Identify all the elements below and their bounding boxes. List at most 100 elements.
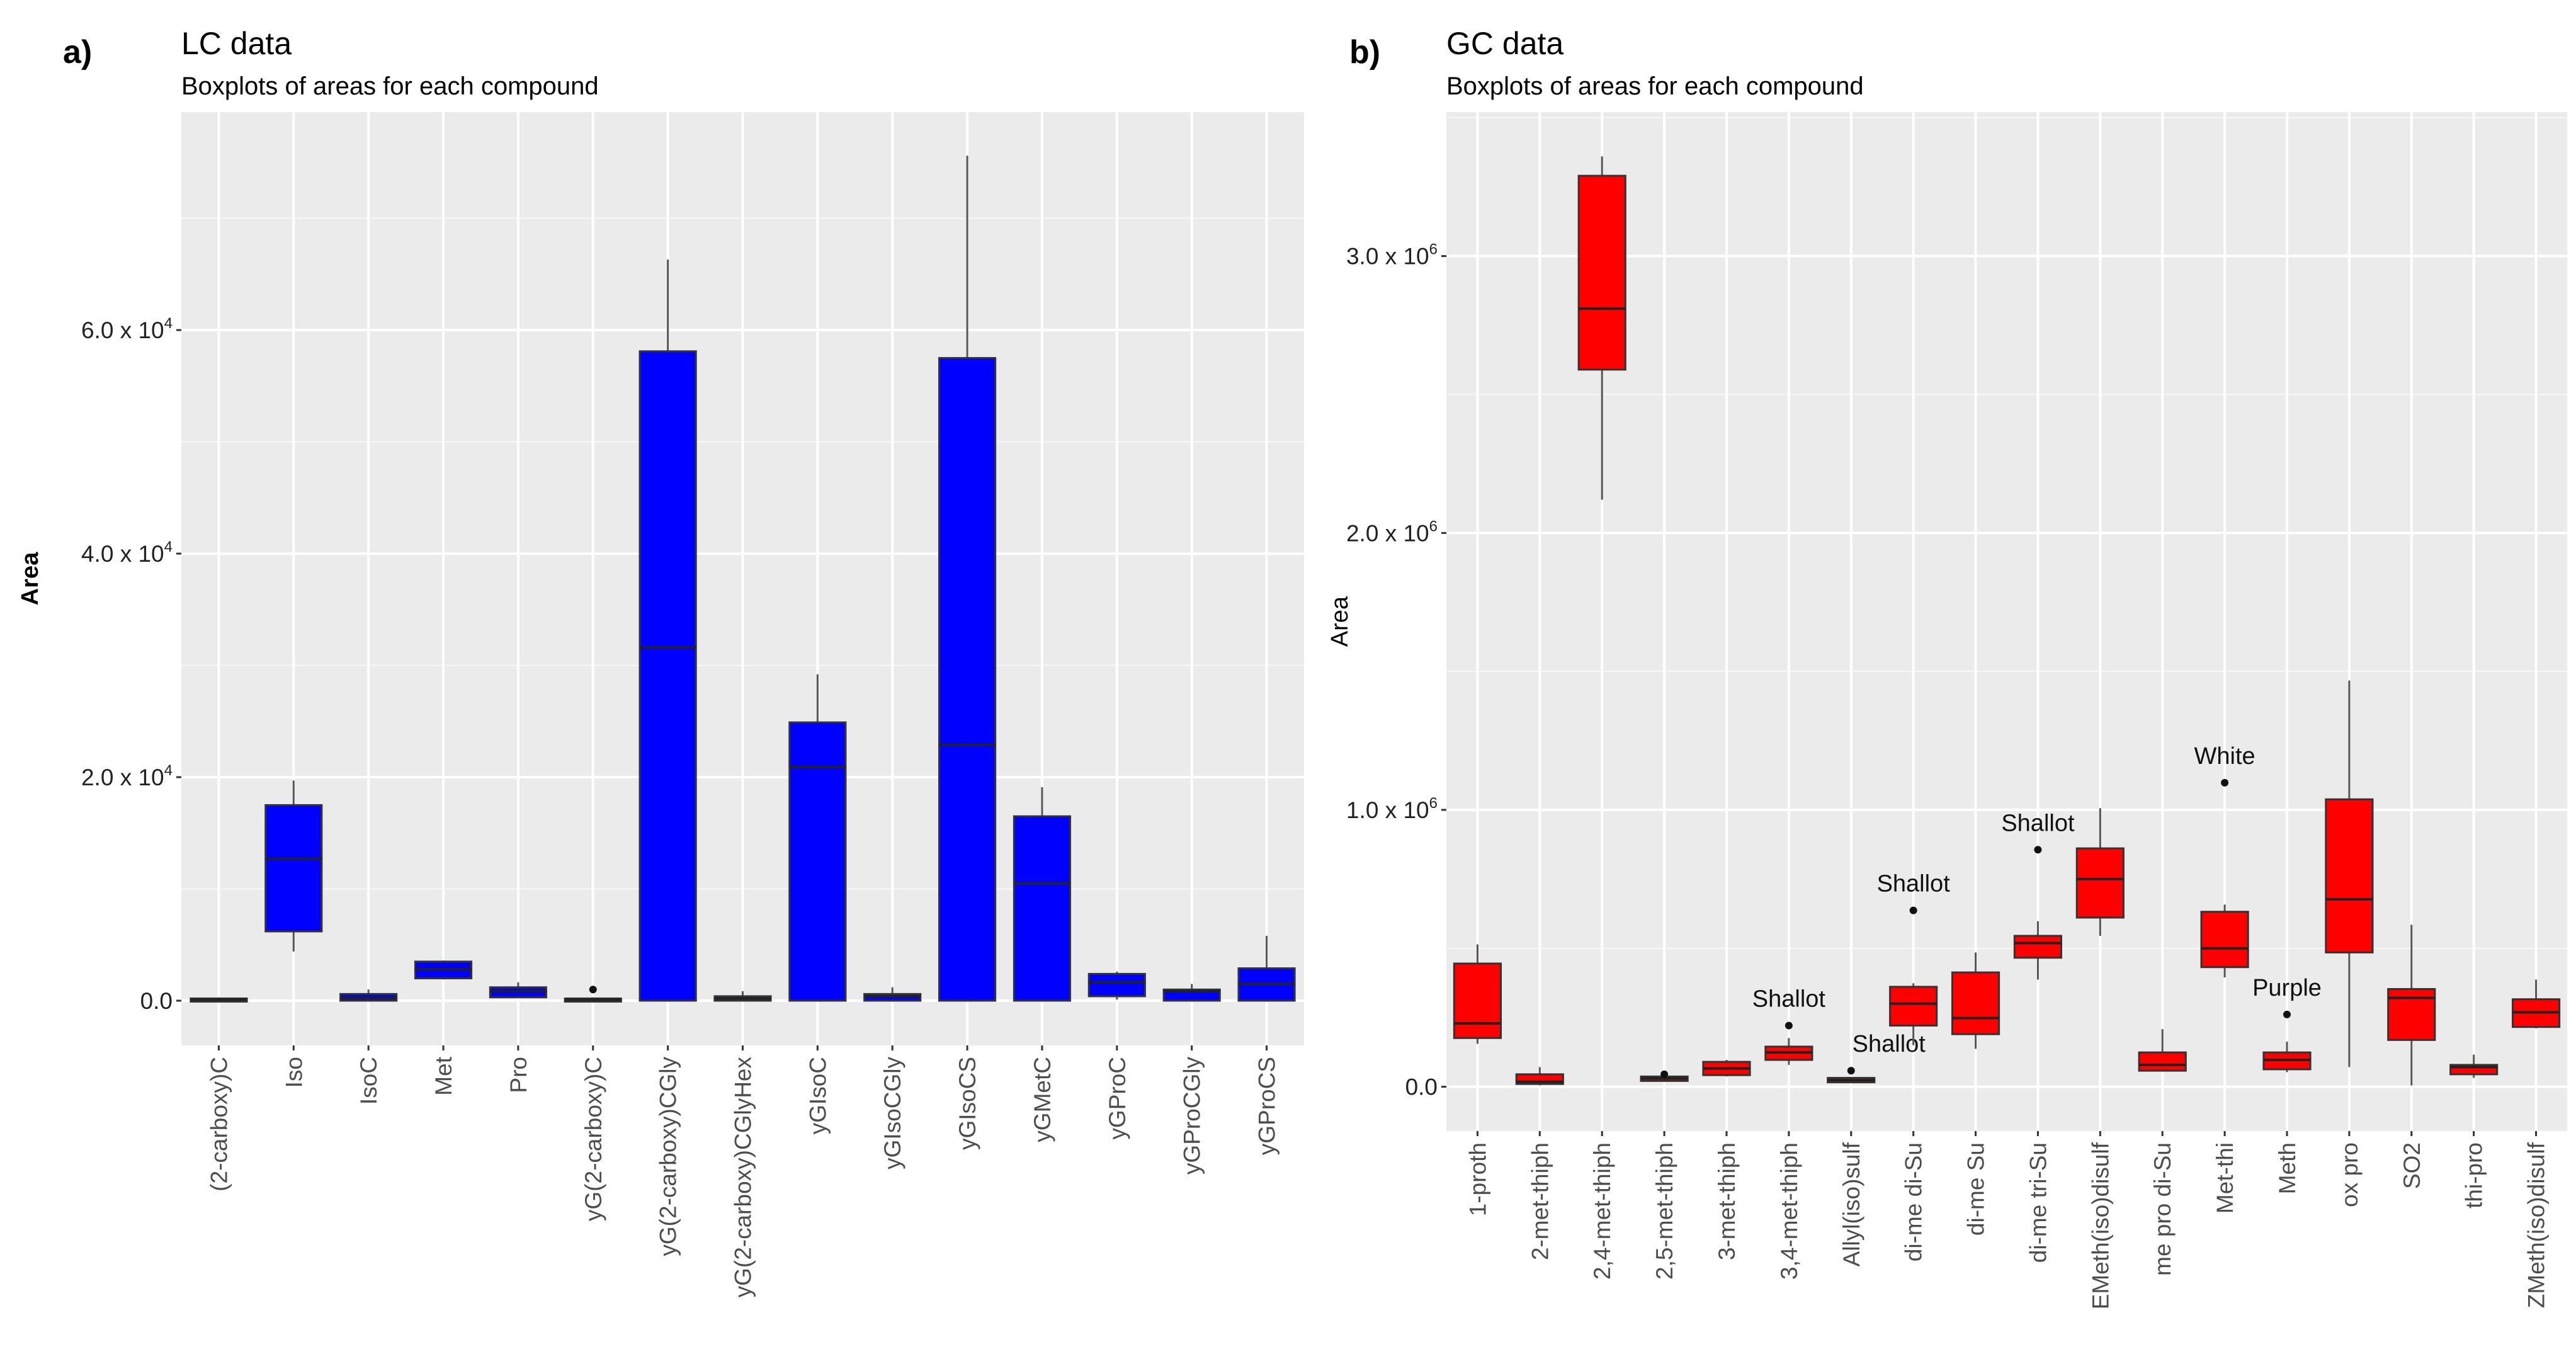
box-3 xyxy=(1640,1070,1689,1082)
y-tick-label: 3.0 x 106 xyxy=(1346,241,1438,270)
x-tick-label: yGMetC xyxy=(1030,1057,1055,1142)
x-tick-label: di-me di-Su xyxy=(1901,1142,1927,1261)
y-tick-label-base: 2.0 x 10 xyxy=(1346,520,1429,546)
x-tick-label: me pro di-Su xyxy=(2150,1142,2176,1276)
box-iqr xyxy=(2075,847,2125,919)
box-13: Purple xyxy=(2252,975,2322,1072)
box-iqr xyxy=(1951,971,2000,1035)
box-iqr xyxy=(1013,815,1072,1002)
x-tick-label: di-me Su xyxy=(1963,1142,1989,1236)
x-tick-label: Met xyxy=(431,1056,457,1095)
y-tick-label-exponent: 4 xyxy=(164,538,173,555)
x-tick-label: ox pro xyxy=(2337,1142,2363,1207)
x-tick-label: 3-met-thiph xyxy=(1714,1142,1740,1260)
x-tick-label: ZMeth(iso)disulf xyxy=(2524,1142,2550,1308)
chart-subtitle: Boxplots of areas for each compound xyxy=(181,72,599,100)
x-tick-label: 2,4-met-thiph xyxy=(1589,1142,1615,1280)
box-10 xyxy=(938,156,997,1002)
outlier-point xyxy=(1909,906,1917,914)
y-tick-label-exponent: 4 xyxy=(164,315,173,332)
outlier-annotation: Shallot xyxy=(1877,871,1951,897)
outlier-point xyxy=(1847,1067,1855,1075)
chart-panel-lc: a) LC data Boxplots of areas for each comp… xyxy=(17,26,1304,1297)
box-iqr xyxy=(2138,1051,2187,1072)
box-15 xyxy=(2387,924,2436,1086)
outlier-annotation: Shallot xyxy=(2001,810,2075,836)
x-tick-label: yGIsoC xyxy=(805,1057,831,1134)
y-tick-label-base: 4.0 x 10 xyxy=(81,541,164,567)
x-tick-label: Meth xyxy=(2274,1142,2300,1194)
y-axis-label: Area xyxy=(1327,596,1353,647)
box-12 xyxy=(1087,971,1146,1000)
chart-title: LC data xyxy=(181,26,292,61)
box-iqr xyxy=(638,350,697,1002)
box-iqr xyxy=(264,804,323,933)
box-iqr xyxy=(1453,962,1502,1039)
outlier-annotation: Shallot xyxy=(1752,986,1826,1012)
x-tick-label: SO2 xyxy=(2399,1142,2425,1189)
box-iqr xyxy=(1087,972,1146,998)
x-tick-label: Pro xyxy=(506,1057,531,1093)
y-tick-label-exponent: 6 xyxy=(1429,795,1438,812)
outlier-annotation: Purple xyxy=(2252,975,2322,1001)
y-tick-label-base: 1.0 x 10 xyxy=(1346,797,1429,823)
box-1 xyxy=(1515,1067,1564,1086)
panel-label: b) xyxy=(1349,34,1380,71)
y-tick-label: 6.0 x 104 xyxy=(81,315,173,343)
x-tick-label: yG(2-carboxy)C xyxy=(581,1057,606,1221)
box-iqr xyxy=(2325,798,2374,953)
box-11 xyxy=(2138,1029,2187,1072)
box-4 xyxy=(1702,1060,1751,1077)
box-iqr xyxy=(1889,986,1938,1027)
box-13 xyxy=(1162,984,1221,1002)
box-6 xyxy=(638,259,697,1002)
y-tick-label-base: 0.0 xyxy=(140,988,173,1014)
x-tick-label: yG(2-carboxy)CGly xyxy=(655,1057,681,1256)
x-tick-label: EMeth(iso)disulf xyxy=(2087,1142,2113,1309)
x-tick-label: yGProC xyxy=(1104,1057,1130,1140)
box-9: Shallot xyxy=(2001,810,2075,980)
box-12: White xyxy=(2194,743,2255,977)
box-5: Shallot xyxy=(1752,986,1826,1065)
x-tick-label: yGIsoCS xyxy=(955,1057,980,1150)
x-tick-label: 2-met-thiph xyxy=(1527,1142,1553,1260)
box-14 xyxy=(2325,680,2374,1067)
x-tick-label: 2,5-met-thiph xyxy=(1652,1142,1677,1280)
box-4 xyxy=(489,982,547,999)
outlier-point xyxy=(1784,1021,1793,1030)
box-iqr xyxy=(938,356,997,1002)
plot-background xyxy=(1446,112,2567,1131)
y-tick-label: 1.0 x 106 xyxy=(1346,795,1438,823)
y-tick-label: 2.0 x 106 xyxy=(1346,518,1438,546)
box-iqr xyxy=(788,721,847,1002)
box-8 xyxy=(788,674,847,1002)
y-tick-label: 2.0 x 104 xyxy=(81,762,173,790)
chart-title: GC data xyxy=(1446,26,1563,61)
box-2 xyxy=(339,989,398,1002)
box-7 xyxy=(713,991,772,1002)
x-tick-label: thi-pro xyxy=(2461,1142,2487,1209)
box-10 xyxy=(2075,808,2125,936)
outlier-point xyxy=(2221,778,2229,787)
outlier-point xyxy=(2034,846,2042,854)
y-axis-label: Area xyxy=(17,552,43,605)
box-17 xyxy=(2511,979,2561,1028)
outlier-annotation: Shallot xyxy=(1853,1031,1926,1057)
chart-subtitle: Boxplots of areas for each compound xyxy=(1446,72,1864,100)
box-0 xyxy=(1453,944,1502,1044)
y-tick-label-exponent: 6 xyxy=(1429,518,1438,535)
panel-label: a) xyxy=(63,34,92,71)
y-tick-label-base: 6.0 x 10 xyxy=(81,317,164,343)
y-tick-label-exponent: 4 xyxy=(164,762,173,779)
y-tick-label: 0.0 xyxy=(140,988,173,1014)
y-tick-label-base: 3.0 x 10 xyxy=(1346,244,1429,270)
box-iqr xyxy=(2200,911,2249,969)
box-3 xyxy=(414,960,473,980)
x-tick-label: yGIsoCGly xyxy=(880,1057,905,1169)
x-tick-label: (2-carboxy)C xyxy=(206,1057,232,1192)
box-1 xyxy=(264,780,323,952)
box-8 xyxy=(1951,952,2000,1049)
y-tick-label-exponent: 6 xyxy=(1429,241,1438,258)
box-5 xyxy=(564,986,622,1003)
